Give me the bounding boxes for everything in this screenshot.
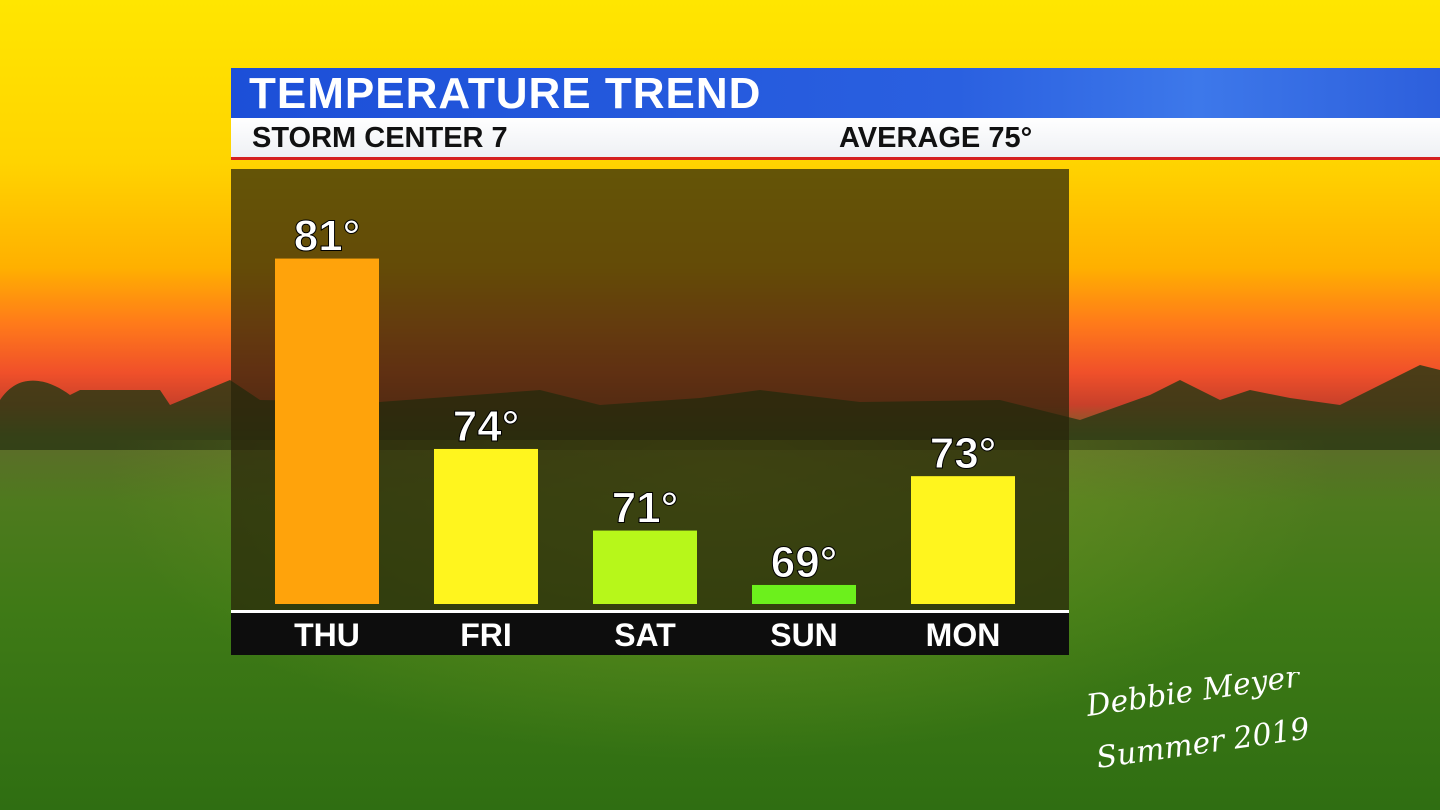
accent-line — [231, 157, 1440, 160]
data-label-fri: 74° — [453, 402, 520, 451]
category-strip — [231, 613, 1069, 655]
average-temperature: AVERAGE 75° — [839, 122, 1033, 154]
tick-label-sat: SAT — [614, 617, 676, 653]
chart-panel: 81° THU 74° FRI 71° SAT 69° SUN 73° MON — [231, 169, 1069, 655]
data-label-mon: 73° — [930, 429, 997, 478]
chart-title: TEMPERATURE TREND — [249, 69, 762, 118]
data-label-sun: 69° — [771, 538, 838, 587]
header-banner: TEMPERATURE TREND STORM CENTER 7 AVERAGE… — [231, 68, 1440, 160]
bar-fri — [434, 448, 538, 604]
bar-sat — [593, 530, 697, 604]
subtitle-bar — [231, 118, 1440, 158]
tick-label-sun: SUN — [770, 617, 838, 653]
data-label-sat: 71° — [612, 484, 679, 533]
baseline — [231, 610, 1069, 613]
data-label-thu: 81° — [294, 212, 361, 261]
title-bar — [231, 68, 1440, 118]
svg-text:Summer 2019: Summer 2019 — [1094, 711, 1312, 776]
bar-chart: 81° THU 74° FRI 71° SAT 69° SUN 73° MON — [231, 211, 1069, 655]
bar-mon — [911, 476, 1015, 604]
bar-sun — [752, 584, 856, 604]
tick-label-mon: MON — [926, 617, 1001, 653]
tick-label-fri: FRI — [460, 617, 512, 653]
tick-label-thu: THU — [294, 617, 360, 653]
photographer-signature: Debbie Meyer Summer 2019 — [1083, 672, 1312, 776]
station-name: STORM CENTER 7 — [252, 122, 508, 154]
bar-thu — [275, 258, 379, 604]
